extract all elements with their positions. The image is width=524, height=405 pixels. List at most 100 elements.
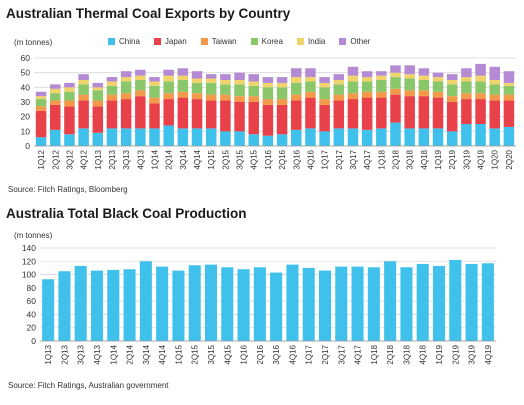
bar-segment: [135, 90, 146, 97]
x-tick-label: 1Q14: [151, 149, 160, 169]
y-tick-label: 30: [21, 97, 31, 107]
bar-segment: [347, 99, 359, 129]
bar-segment: [248, 134, 259, 146]
bar: [74, 265, 87, 341]
bar-segment: [461, 68, 472, 78]
bar-segment: [262, 77, 274, 83]
bar-segment: [50, 104, 61, 130]
chart1-source: Source: Fitch Ratings, Bloomberg: [8, 185, 128, 194]
bar-segment: [248, 74, 259, 82]
x-tick-label: 3Q16: [272, 344, 281, 364]
bar-segment: [376, 128, 387, 146]
bar-segment: [135, 128, 146, 146]
bar-segment: [149, 77, 160, 82]
bar-segment: [92, 90, 104, 101]
bar-segment: [390, 94, 401, 123]
x-tick-label: 1Q18: [377, 149, 386, 169]
bar-segment: [50, 84, 61, 89]
bar-segment: [461, 124, 472, 146]
x-tick-label: 2Q20: [505, 149, 514, 169]
bar: [221, 267, 234, 341]
bar-segment: [404, 65, 415, 75]
bar-segment: [305, 128, 316, 146]
x-tick-label: 2Q18: [392, 149, 401, 169]
bar: [335, 266, 348, 341]
bar: [449, 259, 462, 341]
legend-swatch: [339, 38, 347, 45]
bar-segment: [361, 71, 373, 78]
x-tick-label: 2Q19: [451, 344, 460, 364]
bar-segment: [276, 134, 288, 146]
bar-segment: [475, 99, 486, 124]
bar-segment: [390, 122, 401, 146]
bar-segment: [163, 69, 174, 76]
bar-segment: [234, 72, 245, 80]
bar-segment: [446, 80, 458, 85]
bar-segment: [347, 93, 359, 100]
chart2-source: Source: Fitch Ratings, Australian govern…: [8, 381, 169, 390]
bar-segment: [191, 71, 203, 79]
bar-segment: [220, 74, 231, 80]
bar-segment: [319, 104, 330, 132]
legend-label: Other: [350, 37, 371, 46]
bar: [270, 272, 283, 341]
bar: [351, 266, 364, 341]
bar: [318, 270, 332, 341]
bar-segment: [333, 80, 345, 85]
bar-segment: [177, 68, 189, 76]
bar-segment: [461, 81, 472, 94]
bar: [432, 265, 446, 341]
bar-segment: [291, 94, 302, 101]
bar-segment: [120, 71, 132, 78]
bar-segment: [106, 128, 118, 146]
bar-segment: [149, 97, 160, 104]
bar-segment: [78, 80, 89, 85]
bar-segment: [418, 128, 430, 146]
bar-segment: [475, 93, 486, 100]
x-tick-label: 2Q15: [191, 344, 200, 364]
bar-segment: [234, 84, 245, 97]
bar-segment: [319, 87, 330, 100]
bar-segment: [503, 94, 515, 101]
x-tick-label: 2Q16: [278, 149, 287, 169]
bar-segment: [291, 77, 302, 83]
bar: [367, 267, 380, 341]
x-tick-label: 3Q14: [179, 149, 188, 169]
y-tick-label: 40: [27, 309, 37, 319]
bar-segment: [361, 91, 373, 98]
bar-segment: [163, 81, 174, 94]
bar-segment: [390, 72, 401, 78]
bar-segment: [35, 99, 47, 107]
bar-segment: [50, 129, 61, 146]
bar-segment: [205, 74, 217, 79]
legend-swatch: [296, 38, 304, 45]
bar-segment: [333, 84, 345, 95]
legend-swatch: [250, 38, 258, 45]
bar-segment: [120, 128, 132, 146]
bar: [42, 279, 55, 341]
chart1-title: Australian Thermal Coal Exports by Count…: [6, 6, 291, 21]
bar-segment: [361, 129, 373, 146]
bar-segment: [291, 68, 302, 78]
bar-segment: [418, 80, 430, 91]
bar: [286, 264, 299, 341]
bar-segment: [489, 128, 500, 146]
bar-segment: [276, 77, 288, 83]
bar: [465, 263, 478, 341]
bar-segment: [163, 99, 174, 126]
bar-segment: [333, 94, 345, 101]
bar-segment: [135, 96, 146, 129]
bar-segment: [432, 128, 444, 146]
x-tick-label: 2Q14: [165, 149, 174, 169]
bar-segment: [191, 93, 203, 100]
bar-segment: [64, 100, 75, 107]
bar-segment: [432, 91, 444, 98]
bar-segment: [475, 124, 486, 146]
bar-segment: [489, 100, 500, 129]
y-tick-label: 40: [21, 82, 31, 92]
bar-segment: [418, 96, 430, 129]
bar-segment: [248, 96, 259, 102]
bar-segment: [35, 137, 47, 146]
bar-segment: [163, 93, 174, 100]
bar-segment: [461, 93, 472, 100]
